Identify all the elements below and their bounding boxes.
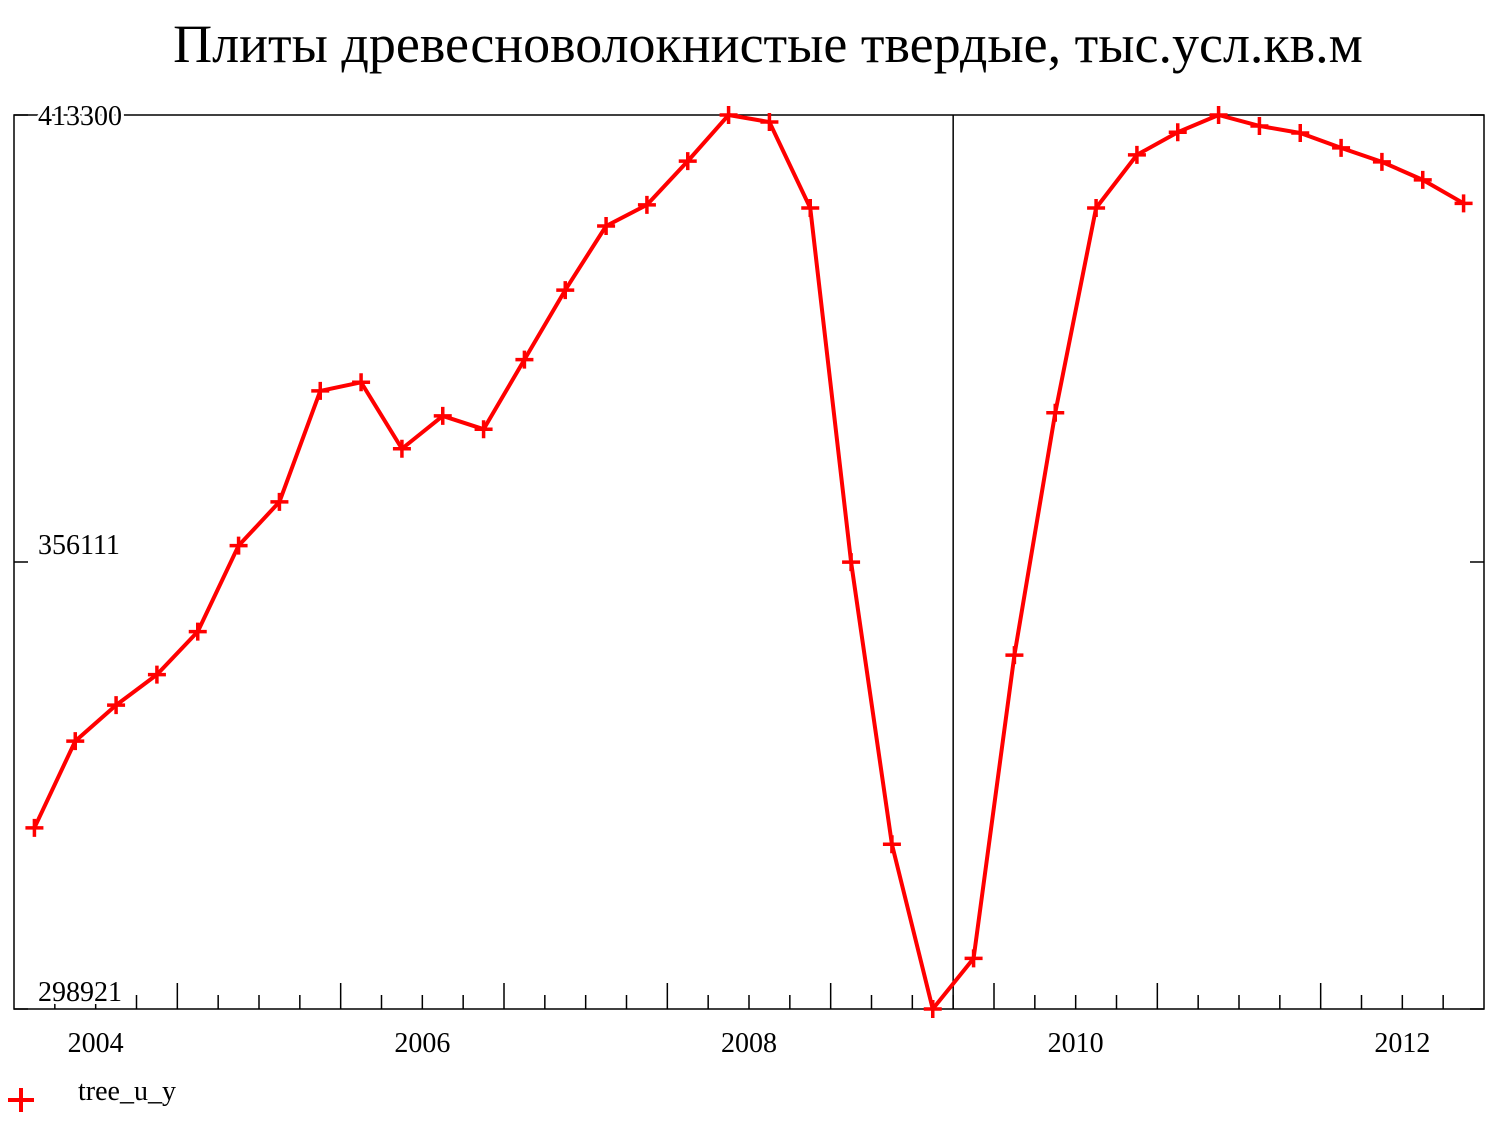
point-marker (1291, 123, 1310, 142)
marker-cross (1250, 116, 1269, 135)
legend-marker (8, 1088, 34, 1112)
marker-cross (882, 835, 901, 854)
marker-cross (678, 152, 697, 171)
point-marker (433, 406, 452, 425)
marker-cross (760, 113, 779, 132)
point-marker (719, 106, 738, 124)
point-marker (637, 195, 656, 214)
point-marker (1372, 152, 1391, 171)
point-marker (801, 199, 820, 218)
point-marker (1005, 646, 1024, 665)
point-marker (923, 1000, 942, 1018)
marker-cross (474, 420, 493, 439)
point-marker (392, 439, 411, 458)
marker-cross (842, 553, 861, 572)
marker-cross (515, 350, 534, 369)
point-marker (1454, 194, 1473, 213)
point-marker (352, 373, 371, 392)
marker-cross (107, 696, 126, 715)
marker-cross (1454, 194, 1473, 213)
point-marker (1046, 403, 1065, 422)
marker-cross (1005, 646, 1024, 665)
marker-cross (1291, 123, 1310, 142)
x-tick-label: 2010 (1048, 1028, 1104, 1059)
y-tick-label: 298921 (38, 977, 122, 1008)
point-marker (188, 622, 207, 641)
point-marker (1087, 199, 1106, 218)
marker-cross (719, 106, 738, 124)
marker-cross (1209, 106, 1228, 124)
point-marker (147, 665, 166, 684)
point-marker (556, 281, 575, 300)
point-marker (474, 420, 493, 439)
point-marker (515, 350, 534, 369)
point-marker (882, 835, 901, 854)
y-tick-label: 413300 (38, 101, 122, 132)
marker-cross (1046, 403, 1065, 422)
point-marker (229, 536, 248, 555)
chart-title: Плиты древесноволокнистые твердые, тыс.у… (173, 14, 1363, 74)
point-marker (107, 696, 126, 715)
point-marker (66, 732, 85, 751)
marker-cross (147, 665, 166, 684)
point-marker (1332, 138, 1351, 157)
point-marker (1209, 106, 1228, 124)
marker-cross (801, 199, 820, 218)
marker-cross (25, 818, 44, 837)
marker-cross (923, 1000, 942, 1018)
marker-cross (66, 732, 85, 751)
marker-cross (964, 949, 983, 968)
x-tick-label: 2008 (721, 1028, 777, 1059)
x-tick-label: 2004 (68, 1028, 124, 1059)
marker-cross (229, 536, 248, 555)
point-marker (964, 949, 983, 968)
marker-cross (1332, 138, 1351, 157)
marker-cross (1413, 170, 1432, 189)
marker-cross (637, 195, 656, 214)
point-marker (842, 553, 861, 572)
point-marker (597, 216, 616, 235)
marker-cross (311, 381, 330, 400)
marker-cross (270, 492, 289, 511)
x-tick-label: 2012 (1374, 1028, 1430, 1059)
series-line (32, 113, 1465, 1011)
x-tick-label: 2006 (394, 1028, 450, 1059)
point-marker (25, 818, 44, 837)
point-marker (760, 113, 779, 132)
marker-cross (1372, 152, 1391, 171)
plot-frame (13, 114, 1485, 1010)
marker-cross (392, 439, 411, 458)
marker-cross (556, 281, 575, 300)
marker-cross (1087, 199, 1106, 218)
point-marker (678, 152, 697, 171)
marker-cross (1127, 145, 1146, 164)
point-marker (270, 492, 289, 511)
point-marker (1127, 145, 1146, 164)
point-marker (1413, 170, 1432, 189)
legend-label: tree_u_y (78, 1076, 176, 1107)
marker-cross (188, 622, 207, 641)
point-marker (311, 381, 330, 400)
point-marker (1250, 116, 1269, 135)
marker-cross (433, 406, 452, 425)
marker-cross (1168, 123, 1187, 142)
point-marker (1168, 123, 1187, 142)
marker-cross (597, 216, 616, 235)
y-tick-label: 356111 (38, 530, 120, 561)
marker-cross (352, 373, 371, 392)
